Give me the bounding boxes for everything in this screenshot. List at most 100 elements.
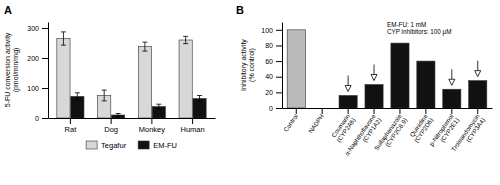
y-axis-title: Inhibitory activity(% control) <box>240 39 256 91</box>
x-axis: Rat Dog Monkey Human <box>49 118 216 134</box>
tick-mark <box>42 88 48 89</box>
x-tick: Monkey <box>139 118 166 134</box>
text-line: (CYP3A4) <box>464 116 486 143</box>
panel: 020406080100ControlNADPHCoumarin(CYP2A6)… <box>236 4 493 161</box>
tick-mark <box>477 108 478 114</box>
legend: Tegafur EM-FU <box>86 141 177 150</box>
bar <box>313 108 331 109</box>
x-tick: α-Naphthoflavone(CYP1A2) <box>343 108 383 161</box>
text-line: (pmol/min/mg) <box>12 48 20 93</box>
y-tick: 100 <box>27 85 48 92</box>
arrow-shaft <box>374 65 375 75</box>
tick-mark <box>276 45 282 46</box>
bar <box>287 30 305 108</box>
error-bar <box>183 36 188 43</box>
text-line: (% control) <box>248 48 256 82</box>
plot-area <box>57 32 206 118</box>
x-tick: Rat <box>65 118 78 134</box>
error-bar <box>156 104 161 109</box>
annotation: EM-FU: 1 mMCYP inhibitors: 100 μM <box>387 21 451 36</box>
arrow-head <box>449 79 455 85</box>
error-bar-line <box>75 100 80 101</box>
arrow <box>449 69 455 85</box>
tick-mark <box>42 58 48 59</box>
bar <box>391 43 409 108</box>
tick-label: Sulfaphenazole(CYP2C8,9) <box>373 112 409 155</box>
title: A <box>4 4 12 16</box>
y-axis: 0100200300 <box>27 23 48 122</box>
tick-mark <box>276 30 282 31</box>
tick-mark <box>151 118 152 124</box>
error-bar-line <box>142 42 147 43</box>
title: B <box>236 4 244 16</box>
tick-mark <box>322 108 323 114</box>
tick-label: Dog <box>104 125 118 134</box>
error-bar <box>142 42 147 51</box>
arrow-head <box>371 75 377 81</box>
tick-mark <box>399 108 400 114</box>
axis-line <box>48 23 49 119</box>
bar <box>193 99 206 119</box>
error-bar-line <box>102 100 107 101</box>
tick-label: 100 <box>27 85 39 92</box>
y-tick: 20 <box>265 89 282 96</box>
arrow-head <box>475 71 481 77</box>
tick-label: α-Naphthoflavone(CYP1A2) <box>343 112 383 161</box>
error-bar-line <box>156 109 161 110</box>
tick-mark <box>296 108 297 114</box>
arrow <box>371 65 377 81</box>
x-axis: ControlNADPHCoumarin(CYP2A6)α-Naphthofla… <box>282 108 493 161</box>
text-line: NADPH <box>307 113 325 135</box>
tick-mark <box>425 108 426 114</box>
tick-mark <box>192 118 193 124</box>
error-bar-line <box>102 90 107 91</box>
bar <box>179 40 192 118</box>
y-tick: 60 <box>265 58 282 65</box>
tick-mark <box>42 118 48 119</box>
tick-label: Human <box>181 125 205 134</box>
tick-mark <box>276 108 282 109</box>
y-tick: 100 <box>261 27 282 34</box>
tick-label: 80 <box>265 42 273 49</box>
arrow-shaft <box>348 75 349 85</box>
axis-line <box>283 108 493 109</box>
x-tick: Dog <box>104 118 118 134</box>
tick-label: 0 <box>35 115 39 122</box>
x-tick: Sulfaphenazole(CYP2C8,9) <box>373 108 409 155</box>
arrow <box>345 75 351 91</box>
text-line: Control <box>282 113 299 133</box>
error-bar-line <box>63 32 64 45</box>
chart-root: 0100200300RatDogMonkeyHuman5-FU conversi… <box>0 0 500 185</box>
tick-mark <box>276 61 282 62</box>
error-bar-line <box>183 36 188 37</box>
tick-label: 20 <box>265 89 273 96</box>
arrow <box>475 61 481 77</box>
error-bar-line <box>116 116 121 117</box>
bar <box>417 61 435 108</box>
bar <box>71 96 84 118</box>
error-bar-line <box>144 42 145 51</box>
error-bar-line <box>197 95 202 96</box>
bar <box>57 39 70 119</box>
tick-label: NADPH <box>307 113 325 135</box>
x-tick: Control <box>282 108 299 133</box>
error-bar-line <box>183 43 188 44</box>
arrow-shaft <box>477 61 478 71</box>
y-tick: 0 <box>35 115 48 122</box>
legend-label: Tegafur <box>101 141 127 150</box>
error-bar-line <box>77 93 78 100</box>
tick-label: Control <box>282 113 299 133</box>
plot-area <box>287 30 487 108</box>
error-bar-line <box>61 45 66 46</box>
tick-label: 200 <box>27 55 39 62</box>
bar <box>469 81 487 108</box>
y-tick: 200 <box>27 55 48 62</box>
legend-item: EM-FU <box>138 141 177 150</box>
y-axis-title: 5-FU conversion activity(pmol/min/mg) <box>4 32 20 107</box>
text-line: 5-FU conversion activity <box>4 32 12 107</box>
tick-label: 40 <box>265 73 273 80</box>
arrow-shaft <box>451 69 452 79</box>
tick-mark <box>348 108 349 114</box>
y-axis: 020406080100 <box>261 23 282 112</box>
bar <box>339 95 357 108</box>
